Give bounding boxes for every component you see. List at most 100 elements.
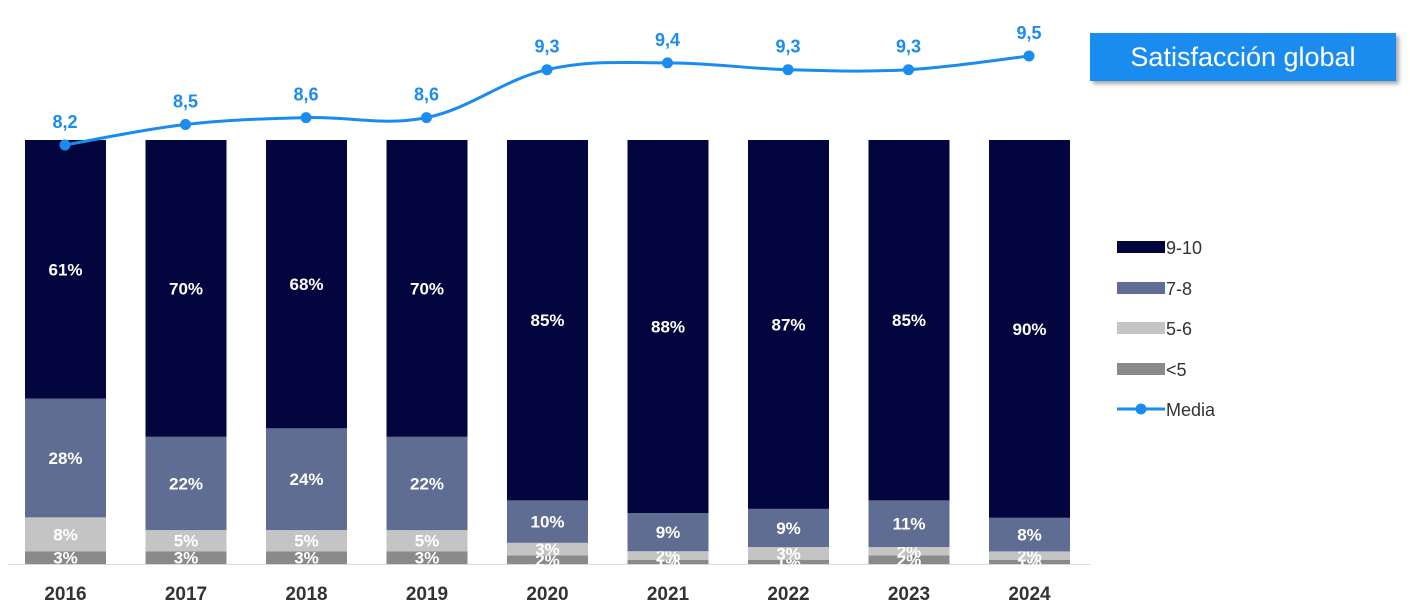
- bar-segment: [145, 436, 227, 531]
- bar-segment: [266, 140, 347, 429]
- bar-value-label: 3%: [53, 549, 78, 568]
- x-tick-label: 2016: [44, 584, 86, 605]
- legend-label: 9-10: [1166, 238, 1202, 258]
- x-tick-label: 2017: [165, 584, 207, 605]
- bar-segment: [868, 555, 950, 564]
- legend-swatch: [1117, 363, 1165, 375]
- media-point: [421, 112, 432, 124]
- media-point: [782, 64, 794, 76]
- x-tick-label: 2019: [406, 584, 448, 605]
- media-value-label: 8,2: [52, 112, 77, 132]
- x-tick-label: 2020: [526, 584, 568, 605]
- bar-segment: [748, 508, 829, 548]
- media-point: [300, 112, 312, 124]
- bar-value-label: 3%: [294, 549, 319, 568]
- bar-segment: [989, 551, 1070, 560]
- bar-value-label: 22%: [169, 474, 203, 493]
- bar-value-label: 85%: [892, 311, 926, 330]
- bar-segment: [25, 398, 106, 518]
- bar-segment: [386, 530, 468, 552]
- bar-segment: [627, 140, 709, 514]
- legend-label: 7-8: [1166, 279, 1192, 299]
- bar-segment: [507, 542, 588, 556]
- bar-value-label: 70%: [410, 279, 444, 298]
- bar-value-label: 88%: [651, 318, 685, 337]
- legend-label: Media: [1166, 400, 1216, 420]
- media-point: [1023, 50, 1035, 62]
- bar-segment: [145, 530, 227, 552]
- media-value-label: 9,3: [775, 37, 800, 57]
- bar-segment: [25, 551, 106, 564]
- bar-segment: [145, 551, 227, 564]
- bar-value-label: 5%: [415, 532, 440, 551]
- bar-value-label: 11%: [892, 515, 925, 534]
- media-value-label: 8,5: [173, 91, 198, 111]
- media-value-label: 8,6: [414, 85, 439, 105]
- bar-segment: [868, 140, 950, 501]
- bar-segment: [748, 547, 829, 560]
- media-point: [180, 118, 191, 130]
- bar-segment: [25, 517, 106, 552]
- media-value-label: 8,6: [293, 85, 318, 105]
- bar-value-label: 3%: [415, 549, 440, 568]
- bar-value-label: 3%: [535, 540, 560, 559]
- bar-value-label: 5%: [294, 532, 319, 551]
- legend-label: <5: [1166, 360, 1187, 380]
- bar-value-label: 28%: [48, 449, 82, 468]
- bar-segment: [989, 559, 1070, 564]
- bar-segment: [386, 551, 468, 564]
- media-value-label: 9,3: [896, 37, 921, 57]
- media-point: [903, 64, 914, 76]
- bar-segment: [386, 140, 468, 437]
- bar-value-label: 9%: [776, 519, 801, 538]
- bar-value-label: 61%: [48, 260, 82, 279]
- bar-value-label: 8%: [1017, 526, 1042, 545]
- bar-value-label: 3%: [174, 549, 199, 568]
- legend-label: 5-6: [1166, 319, 1192, 339]
- legend-swatch: [1117, 282, 1165, 294]
- legend-swatch: [1117, 322, 1165, 334]
- bar-segment: [507, 140, 588, 501]
- x-tick-label: 2023: [888, 584, 930, 605]
- bar-segment: [868, 500, 950, 548]
- x-tick-label: 2021: [647, 584, 690, 605]
- bar-value-label: 8%: [53, 525, 78, 544]
- bar-segment: [748, 559, 829, 564]
- bar-segment: [266, 428, 347, 531]
- bar-segment: [266, 530, 347, 552]
- bar-value-label: 70%: [169, 279, 203, 298]
- bar-segment: [748, 140, 829, 509]
- bar-segment: [507, 500, 588, 543]
- legend-media-marker: [1135, 403, 1147, 415]
- bar-value-label: 3%: [776, 544, 801, 563]
- media-value-label: 9,5: [1016, 23, 1041, 43]
- media-point: [59, 139, 71, 151]
- bar-value-label: 9%: [656, 523, 681, 542]
- bar-value-label: 10%: [530, 513, 564, 532]
- bar-value-label: 22%: [410, 474, 444, 493]
- media-value-label: 9,3: [534, 37, 559, 57]
- bar-value-label: 68%: [289, 275, 323, 294]
- bar-value-label: 90%: [1012, 320, 1046, 339]
- bar-segment: [507, 555, 588, 564]
- media-value-label: 9,4: [655, 30, 680, 50]
- x-tick-label: 2018: [285, 584, 327, 605]
- bar-segment: [145, 140, 227, 437]
- bar-segment: [868, 547, 950, 556]
- legend-swatch: [1117, 241, 1165, 253]
- x-tick-label: 2022: [767, 584, 809, 605]
- media-point: [662, 57, 673, 69]
- bar-value-label: 5%: [174, 532, 199, 551]
- bar-segment: [989, 140, 1070, 518]
- bar-segment: [627, 513, 709, 552]
- bar-segment: [266, 551, 347, 564]
- bar-segment: [627, 551, 709, 560]
- bar-segment: [627, 559, 709, 564]
- bar-value-label: 87%: [771, 315, 805, 334]
- media-point: [541, 64, 553, 76]
- bar-segment: [386, 436, 468, 531]
- bar-segment: [25, 140, 106, 399]
- bar-value-label: 85%: [530, 311, 564, 330]
- chart-title-box: Satisfacción global: [1090, 33, 1396, 81]
